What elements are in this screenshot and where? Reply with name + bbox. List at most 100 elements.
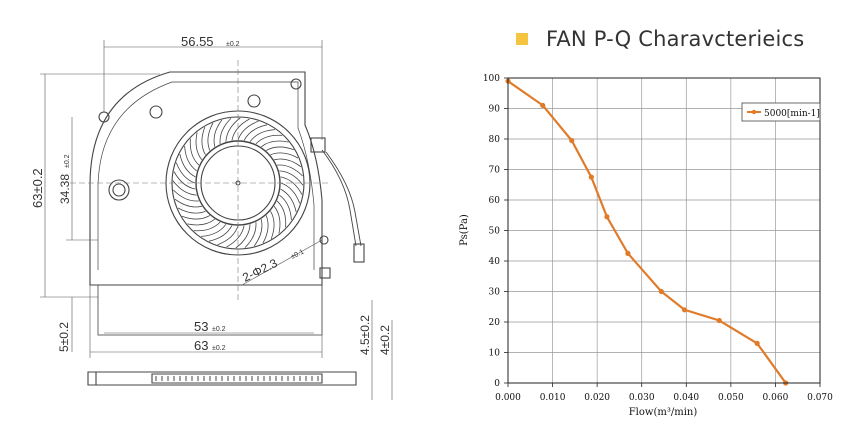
y-tick-label: 30: [489, 288, 501, 298]
x-axis-label: Flow(m³/min): [629, 407, 698, 418]
title-marker-icon: [516, 33, 528, 45]
impeller-blade: [187, 218, 216, 226]
x-tick-label: 0.070: [807, 393, 833, 403]
dim-bottom-inner: 53: [194, 319, 208, 334]
impeller-blade: [208, 225, 233, 242]
cable: [321, 149, 357, 247]
chart-legend: 5000[min-1]: [741, 102, 821, 122]
dim-right-a: 4.5±0.2: [358, 315, 372, 355]
y-tick-label: 10: [489, 349, 501, 359]
impeller-blade: [280, 176, 303, 195]
impeller-blade: [173, 171, 196, 190]
impeller-blade: [219, 118, 232, 144]
x-tick-label: 0.020: [584, 393, 610, 403]
impeller-blade: [280, 188, 297, 213]
boss-left: [108, 179, 130, 201]
dim-center-height: 34.38: [58, 174, 72, 204]
y-tick-label: 100: [483, 74, 500, 84]
impeller-blade: [244, 222, 257, 248]
impeller-blade: [175, 162, 196, 184]
series-point: [625, 250, 631, 256]
fan-housing-inner: [97, 81, 315, 270]
impeller-blade: [189, 138, 200, 166]
side-view: [87, 371, 357, 386]
x-tick-label: 0.040: [673, 393, 699, 403]
impeller-blade: [235, 224, 251, 249]
boss-left-inner: [112, 183, 126, 197]
impeller-blade: [270, 210, 275, 240]
impeller-blade: [243, 124, 268, 141]
impeller-blade: [249, 129, 276, 142]
x-tick-label: 0.030: [629, 393, 655, 403]
impeller-blade: [262, 215, 269, 244]
impeller-blade: [280, 182, 301, 204]
dim-height-left: 63±0.2: [30, 168, 45, 208]
side-view-vents: [155, 376, 319, 381]
series-point: [604, 214, 610, 220]
hole-clip: [319, 235, 329, 245]
boss-right-top: [247, 94, 261, 108]
impeller-blade: [184, 145, 197, 172]
legend-marker: [751, 109, 757, 115]
impeller-blade: [181, 215, 211, 220]
impeller-blade: [201, 126, 206, 156]
impeller-blade: [270, 152, 299, 159]
chart-title: FAN P-Q Charavcterieics: [546, 27, 805, 51]
dim-bottom-outer: 63: [194, 338, 208, 353]
series-point: [658, 288, 664, 295]
impeller-blade: [279, 170, 304, 186]
y-tick-label: 80: [489, 135, 501, 145]
chart-series: [505, 78, 789, 386]
fan-housing-outline: [89, 71, 323, 286]
impeller-blade: [231, 118, 250, 141]
impeller-blade: [255, 134, 283, 145]
impeller-blade: [179, 153, 196, 178]
y-tick-label: 0: [494, 379, 500, 389]
impeller-blade: [200, 224, 227, 237]
impeller-blade: [273, 205, 281, 234]
hole-leader: [241, 239, 323, 286]
mount-hole-top-right: [290, 78, 302, 90]
impeller-blade: [193, 221, 221, 232]
x-tick-label: 0.010: [540, 393, 566, 403]
y-tick-label: 20: [489, 318, 501, 328]
y-tick-label: 50: [489, 227, 501, 237]
series-point: [540, 102, 546, 109]
plot-frame: [507, 77, 821, 384]
dim-hole-tol: ±0.1: [290, 249, 305, 261]
cable-2: [325, 151, 362, 247]
series-point: [754, 340, 760, 346]
dim-center-height-tol: ±0.2: [64, 154, 71, 168]
boss-left-top: [149, 105, 163, 119]
series-point: [569, 137, 575, 144]
impeller-blade: [253, 219, 263, 247]
chart-title-block: FAN P-Q Charavcterieics: [516, 22, 804, 56]
dim-right-b: 4±0.2: [378, 325, 392, 355]
impeller-blade: [195, 132, 203, 161]
chart-ticks: 0.000 0.010 0.020 0.030 0.040 0.050 0.060 0.070…: [483, 74, 833, 403]
impeller-blade: [237, 120, 259, 141]
series-point: [681, 307, 688, 313]
impeller-blade: [277, 164, 303, 177]
impeller-blade: [276, 200, 287, 228]
impeller-blade: [260, 140, 289, 148]
fan-technical-drawing: 56.55 ±0.2 63±0.2 34.38 ±0.2 2-Φ2.3 ±0.1…: [30, 34, 393, 400]
pq-chart: 0.000 0.010 0.020 0.030 0.040 0.050 0.060 0.070…: [459, 74, 833, 418]
ground-symbol: [319, 267, 331, 279]
x-tick-label: 0.000: [495, 393, 521, 403]
x-tick-label: 0.050: [718, 393, 744, 403]
legend-box: [741, 102, 821, 122]
impeller-blade: [279, 194, 292, 221]
dim-bottom-outer-tol: ±0.2: [212, 345, 226, 352]
impeller-blade: [174, 198, 202, 208]
series-point: [588, 174, 594, 180]
impeller-blade: [173, 189, 199, 202]
dim-hole: 2-Φ2.3: [240, 256, 280, 285]
impeller-blade: [274, 158, 302, 168]
dim-left-bottom: 5±0.2: [57, 322, 71, 352]
dim-bottom-inner-tol: ±0.2: [212, 326, 226, 333]
impeller-blade: [177, 207, 206, 214]
connector: [353, 243, 365, 263]
dim-width-top-tol: ±0.2: [226, 41, 240, 48]
impeller-blade: [217, 225, 239, 246]
